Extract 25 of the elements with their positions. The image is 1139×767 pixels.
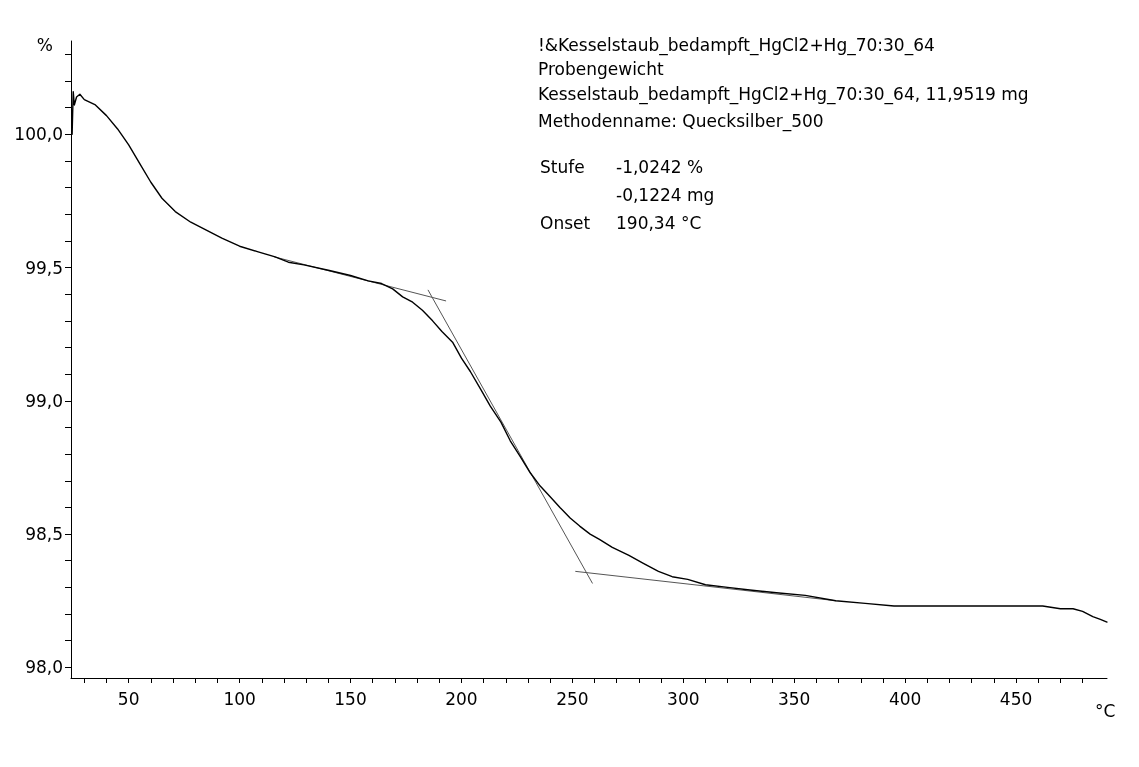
x-tick-label: 350 — [777, 688, 811, 709]
x-axis-title: °C — [1095, 700, 1116, 721]
y-tick-label: 98,0 — [25, 657, 63, 678]
annotation: !&Kesselstaub_bedampft_HgCl2+Hg_70:30_64 — [538, 34, 935, 56]
x-tick-label: 200 — [445, 688, 478, 709]
y-tick-label: 99,5 — [25, 257, 63, 278]
x-tick-label: 50 — [117, 688, 140, 709]
x-tick-label: 100 — [223, 688, 256, 709]
annotation: Stufe — [540, 156, 585, 177]
x-tick-label: 400 — [888, 688, 922, 709]
y-axis-title: % — [36, 34, 53, 55]
annotation: 190,34 °C — [616, 212, 702, 233]
x-tick-label: 300 — [667, 688, 700, 709]
x-tick-label: 250 — [556, 688, 589, 709]
x-tick-label: 450 — [999, 688, 1033, 709]
annotation: Methodenname: Quecksilber_500 — [538, 110, 824, 132]
annotation: -0,1224 mg — [616, 184, 715, 205]
y-tick-label: 98,5 — [25, 524, 63, 545]
annotation: Onset — [540, 212, 591, 233]
y-tick-label: 99,0 — [25, 390, 63, 411]
annotation: -1,0242 % — [616, 156, 704, 177]
annotation: Probengewicht — [538, 58, 664, 79]
annotation: Kesselstaub_bedampft_HgCl2+Hg_70:30_64, 11,9519 mg — [538, 83, 1029, 105]
x-tick-label: 150 — [334, 688, 367, 709]
y-tick-label: 100,0 — [14, 124, 63, 145]
